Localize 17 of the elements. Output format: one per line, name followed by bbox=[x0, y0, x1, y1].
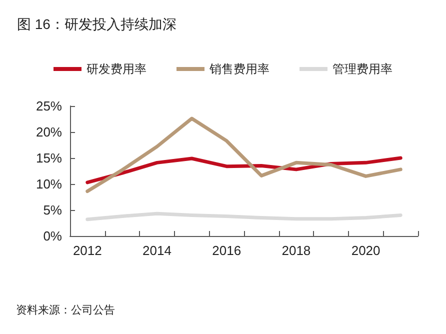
x-tick-label: 2016 bbox=[212, 243, 242, 258]
y-tick-label: 5% bbox=[43, 202, 62, 218]
y-tick-label: 15% bbox=[36, 150, 62, 166]
text: 资料来源：公司公告 bbox=[16, 304, 115, 316]
chart-title: 图 16：研发投入持续加深 bbox=[17, 16, 176, 32]
legend-label: 销售费用率 bbox=[208, 62, 270, 76]
x-tick-label: 2012 bbox=[72, 243, 102, 258]
y-tick-label: 0% bbox=[43, 228, 62, 244]
line-series bbox=[86, 116, 402, 194]
x-tick-label: 2020 bbox=[351, 243, 380, 258]
x-tick-label: 2014 bbox=[142, 243, 172, 258]
legend-label: 管理费用率 bbox=[332, 62, 392, 76]
x-tick-label: 2018 bbox=[282, 243, 311, 258]
y-tick-label: 20% bbox=[36, 124, 62, 140]
legend-label: 研发费用率 bbox=[86, 62, 146, 76]
y-tick-label: 10% bbox=[36, 176, 62, 192]
y-tick-label: 25% bbox=[36, 98, 62, 114]
